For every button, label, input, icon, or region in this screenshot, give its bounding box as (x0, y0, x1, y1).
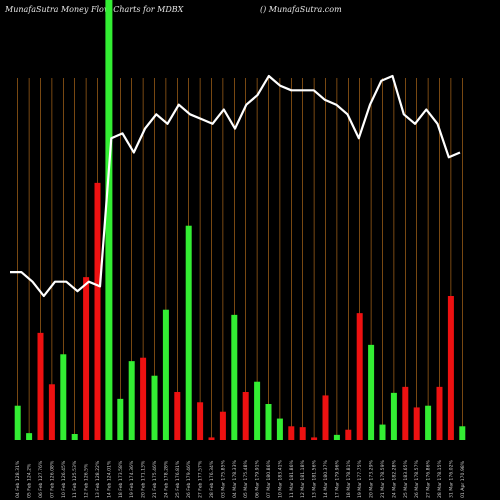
x-tick-label: 05 Mar 175.48% (243, 459, 249, 498)
x-tick-label: 01 Apr 170.98% (460, 460, 466, 498)
x-tick-label: 21 Mar 178.59% (380, 459, 386, 498)
money-flow-bar (436, 386, 443, 440)
money-flow-bar (26, 433, 33, 440)
x-tick-label: 13 Feb 128.22% (95, 460, 101, 498)
money-flow-bar (254, 381, 261, 440)
money-flow-bar (174, 392, 181, 440)
bar-series (14, 0, 466, 440)
money-flow-bar (322, 395, 329, 440)
x-tick-label: 31 Mar 176.02% (448, 459, 454, 498)
money-flow-bar (402, 386, 409, 440)
x-tick-label: 05 Feb 124.2% (27, 463, 33, 498)
x-tick-label: 28 Mar 178.15% (437, 459, 443, 498)
x-tick-label: 04 Mar 178.33% (232, 459, 238, 498)
x-tick-label: 26 Mar 178.57% (414, 459, 420, 498)
x-tick-label: 26 Feb 179.46% (186, 460, 192, 498)
money-flow-bar (48, 384, 55, 440)
x-tick-label: 24 Mar 182.28% (391, 459, 397, 498)
x-tick-label: 19 Mar 177.75% (357, 459, 363, 498)
money-flow-bar (379, 424, 386, 440)
money-flow-bar (333, 434, 340, 440)
x-tick-label: 18 Mar 178.81% (346, 459, 352, 498)
x-tick-label: 13 Mar 181.56% (312, 459, 318, 498)
x-tick-label: 10 Mar 183.41% (277, 459, 283, 498)
x-tick-label: 17 Mar 179.96% (334, 459, 340, 498)
money-flow-bar (14, 405, 21, 440)
money-flow-bar (60, 354, 67, 440)
money-flow-bar (197, 402, 204, 440)
money-flow-bar (345, 429, 352, 440)
chart-title: MunafaSutra Money Flow Charts for MDBX (5, 5, 184, 14)
money-flow-bar (276, 418, 283, 440)
x-tick-label: 27 Mar 176.86% (426, 459, 432, 498)
money-flow-bar (219, 411, 226, 440)
price-line (10, 74, 461, 298)
money-flow-bar (356, 313, 363, 440)
x-tick-label: 06 Feb 127.76% (38, 460, 44, 498)
x-tick-label: 28 Feb 176.34% (209, 460, 215, 498)
money-flow-bar (105, 0, 113, 440)
money-flow-bar (265, 404, 272, 440)
x-tick-label: 20 Feb 171.13% (141, 460, 147, 498)
x-tick-label: 12 Mar 181.18% (300, 459, 306, 498)
price-line-group (10, 74, 461, 298)
site-credit: () MunafaSutra.com (260, 5, 342, 14)
money-flow-bar (311, 437, 318, 440)
x-tick-label: 20 Mar 173.29% (369, 459, 375, 498)
money-flow-bar (208, 437, 215, 440)
money-flow-bar (459, 426, 466, 440)
money-flow-bar (299, 427, 306, 440)
money-flow-bar (162, 309, 169, 440)
money-flow-bar (413, 407, 420, 440)
x-tick-label: 11 Feb 125.53% (72, 460, 78, 498)
x-tick-label: 24 Feb 178.28% (163, 460, 169, 498)
x-tick-label: 07 Feb 126.08% (49, 460, 55, 498)
x-tick-label: 07 Mar 180.86% (266, 459, 272, 498)
money-flow-bar (242, 392, 249, 440)
money-flow-bar (94, 182, 101, 440)
x-tick-label: 25 Mar 183.65% (403, 459, 409, 498)
x-tick-label: 25 Feb 176.81% (175, 460, 181, 498)
money-flow-bar (140, 357, 147, 440)
money-flow-bar (83, 277, 90, 440)
x-tick-label: 03 Mar 175.85% (220, 459, 226, 498)
money-flow-bar (425, 405, 432, 440)
x-tick-label: 06 Mar 179.91% (255, 459, 261, 498)
x-tick-label: 19 Feb 174.36% (129, 460, 135, 498)
x-tick-label: 21 Feb 175.46% (152, 460, 158, 498)
money-flow-bar (447, 296, 454, 440)
x-tick-label: 18 Feb 173.58% (118, 460, 124, 498)
money-flow-bar (151, 375, 158, 440)
money-flow-bar (288, 426, 295, 440)
x-tick-label: 10 Feb 126.45% (61, 460, 67, 498)
x-tick-label: 14 Feb 124.01% (106, 460, 112, 498)
money-flow-bar (117, 398, 124, 440)
money-flow-bar (390, 392, 397, 440)
money-flow-bar (368, 344, 375, 440)
x-tick-label: 12 Feb 126.5% (84, 463, 90, 498)
money-flow-bar (128, 361, 135, 440)
x-tick-labels: 04 Feb 128.31% 05 Feb 124.2% 06 Feb 127.76… (15, 459, 466, 498)
money-flow-bar (185, 225, 192, 440)
money-flow-bar (231, 314, 238, 440)
x-tick-label: 11 Mar 181.86% (289, 459, 295, 498)
x-tick-label: 14 Mar 180.37% (323, 459, 329, 498)
money-flow-bar (71, 434, 78, 440)
money-flow-bar (37, 332, 44, 440)
x-tick-label: 04 Feb 128.31% (15, 460, 21, 498)
x-tick-label: 27 Feb 177.57% (198, 460, 204, 498)
